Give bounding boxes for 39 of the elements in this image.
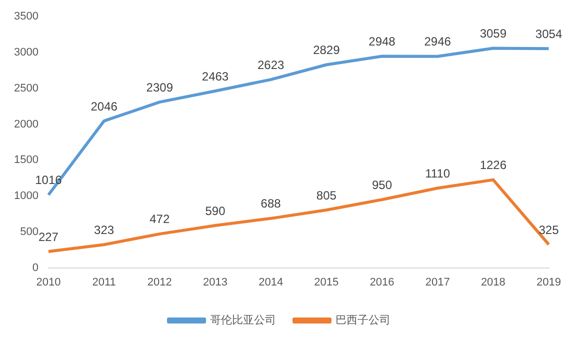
- x-tick-label: 2018: [480, 276, 506, 288]
- data-label: 472: [150, 212, 170, 226]
- y-tick-label: 0: [32, 262, 38, 274]
- x-tick-label: 2014: [258, 276, 284, 288]
- x-tick-label: 2019: [536, 276, 562, 288]
- x-tick-label: 2011: [92, 276, 116, 288]
- data-label: 590: [205, 204, 226, 218]
- data-label: 2829: [313, 43, 340, 58]
- y-tick-label: 3000: [14, 46, 38, 59]
- data-label: 3054: [535, 26, 562, 41]
- legend-label: 巴西子公司: [336, 314, 390, 327]
- x-tick-label: 2010: [36, 276, 61, 288]
- data-label: 2046: [90, 99, 118, 114]
- x-tick-label: 2015: [314, 276, 339, 288]
- data-label: 2309: [146, 80, 174, 94]
- y-tick-label: 2500: [14, 82, 38, 94]
- data-label: 325: [538, 222, 560, 237]
- legend-label: 哥伦比亚公司: [210, 314, 276, 327]
- data-label: 2623: [257, 58, 284, 72]
- x-tick-label: 2012: [147, 276, 172, 288]
- y-tick-label: 1000: [14, 190, 38, 202]
- data-label: 323: [94, 222, 114, 237]
- x-tick-label: 2016: [370, 276, 394, 288]
- data-label: 688: [260, 196, 282, 211]
- data-label: 805: [316, 188, 337, 202]
- data-label: 1226: [480, 158, 507, 172]
- data-label: 227: [38, 230, 59, 244]
- y-tick-label: 2000: [14, 118, 38, 130]
- y-tick-label: 3500: [14, 10, 38, 23]
- y-tick-label: 500: [20, 226, 38, 238]
- y-tick-label: 1500: [14, 154, 38, 166]
- x-tick-label: 2017: [425, 276, 450, 288]
- x-tick-label: 2013: [202, 276, 228, 288]
- data-label: 3059: [480, 26, 507, 41]
- data-label: 1110: [425, 166, 450, 180]
- data-label: 2948: [368, 34, 396, 49]
- data-label: 2946: [424, 34, 452, 49]
- data-label: 2463: [202, 69, 229, 84]
- data-label: 950: [372, 178, 392, 192]
